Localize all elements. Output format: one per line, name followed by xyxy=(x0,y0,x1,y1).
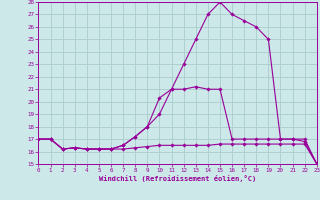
X-axis label: Windchill (Refroidissement éolien,°C): Windchill (Refroidissement éolien,°C) xyxy=(99,175,256,182)
